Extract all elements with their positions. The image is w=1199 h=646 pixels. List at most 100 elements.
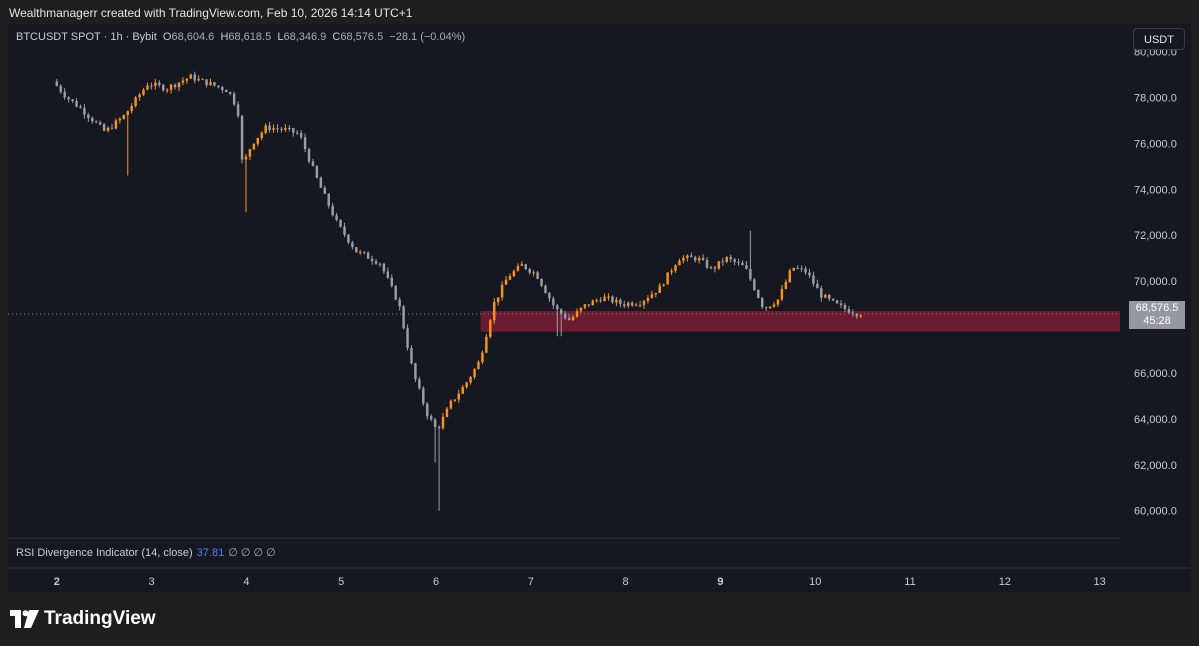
candle (256, 137, 260, 147)
candle-body (307, 149, 311, 162)
candle (839, 299, 843, 309)
candle-body (800, 268, 803, 270)
rsi-indicator-legend[interactable]: RSI Divergence Indicator (14, close) 37.8… (16, 546, 276, 559)
candle-body (690, 255, 693, 258)
time-tick-label: 13 (1093, 576, 1105, 588)
candle-body (323, 187, 327, 194)
time-tick-label: 9 (717, 576, 723, 588)
candle (307, 147, 311, 164)
candle-body (351, 242, 354, 248)
candle (682, 254, 685, 264)
candle-body (422, 388, 425, 404)
candle-body (193, 74, 196, 81)
candle-body (627, 302, 630, 306)
candle (713, 265, 717, 273)
time-axis: 2 3 4 5 6 7 8 9 10 11 12 13 (54, 576, 1106, 588)
candle (591, 299, 594, 306)
candle-body (75, 100, 78, 107)
candle (95, 120, 98, 124)
candle (701, 254, 705, 261)
candle-body (623, 304, 626, 306)
candle (733, 258, 736, 266)
candle (177, 82, 181, 92)
candle-body (429, 416, 433, 420)
candle (311, 158, 315, 167)
candle-body (95, 121, 98, 123)
candle-body (839, 303, 843, 305)
candle-body (327, 193, 330, 206)
candle (55, 79, 59, 87)
candle-body (264, 125, 267, 133)
candle-body (106, 127, 110, 131)
candle (520, 261, 524, 266)
currency-button[interactable]: USDT (1133, 28, 1185, 50)
symbol-legend[interactable]: BTCUSDT SPOT · 1h · Bybit O68,604.6 H68,… (16, 31, 465, 43)
candle-body (682, 257, 685, 261)
chart-area[interactable]: 80,000.0 78,000.0 76,000.0 74,000.0 72,000.0… (8, 24, 1191, 592)
candle (768, 306, 772, 309)
candle-body (855, 314, 859, 317)
candle-body (414, 363, 417, 380)
candle (284, 124, 287, 132)
candle-body (737, 262, 740, 264)
candle (784, 279, 788, 290)
open-label: O (162, 31, 172, 43)
candle-body (295, 132, 299, 134)
candle-body (217, 85, 220, 88)
candle-body (745, 265, 748, 269)
candle (859, 314, 862, 319)
candle (737, 258, 740, 266)
candle (776, 299, 780, 308)
candle-body (749, 268, 752, 280)
candle-body (433, 419, 437, 427)
candle-body (701, 257, 705, 260)
candle-body (260, 132, 263, 138)
candle (299, 129, 303, 140)
candle (378, 262, 382, 267)
candle (445, 406, 449, 418)
candle (217, 85, 220, 89)
candle (110, 123, 114, 130)
candle (827, 293, 831, 302)
candle (548, 291, 551, 302)
candle (544, 284, 547, 294)
candle-body (213, 82, 216, 86)
candle-body (709, 267, 713, 269)
candle (824, 293, 827, 298)
candle-body (591, 300, 594, 306)
candle-body (457, 393, 460, 400)
tradingview-logo[interactable]: TradingView (10, 608, 156, 630)
candle (260, 131, 263, 141)
candle (394, 285, 397, 301)
candle-body (670, 270, 673, 273)
candle (331, 202, 334, 217)
candle-body (792, 267, 795, 271)
price-tick-label: 62,000.0 (1134, 460, 1177, 472)
candles (55, 71, 862, 511)
open-value: 68,604.6 (171, 31, 215, 43)
candle (406, 324, 409, 351)
candle-body (240, 116, 244, 160)
candle-body (63, 91, 66, 98)
candle (595, 298, 598, 303)
close-value: 68,576.5 (340, 31, 384, 43)
candle (359, 249, 362, 255)
candle (717, 261, 721, 270)
candle-body (567, 318, 571, 321)
candle-body (55, 81, 59, 86)
candle-body (575, 311, 579, 317)
candle (221, 85, 224, 94)
candle-body (772, 304, 776, 307)
candle (753, 277, 756, 292)
candle-body (595, 300, 598, 302)
candle (418, 376, 421, 390)
candle (402, 305, 405, 330)
price-tick-label: 70,000.0 (1134, 276, 1177, 288)
candle-body (311, 161, 315, 166)
candle (855, 313, 859, 319)
candle (264, 123, 267, 135)
candle-body (98, 122, 102, 125)
candle-body (406, 328, 409, 349)
candle-body (189, 74, 193, 79)
candle-body (760, 298, 764, 308)
